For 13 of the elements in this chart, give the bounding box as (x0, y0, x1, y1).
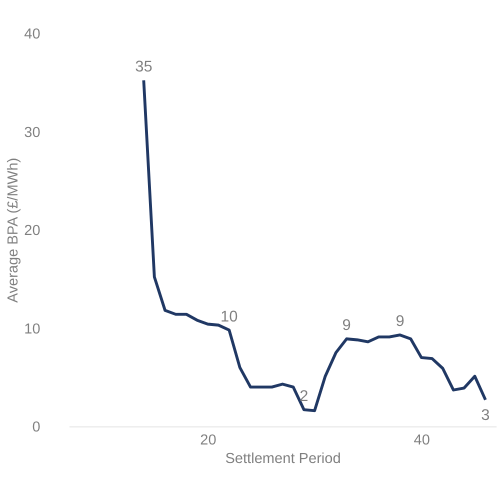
x-axis-title: Settlement Period (225, 450, 341, 467)
data-label: 3 (481, 407, 490, 424)
y-tick-label: 0 (32, 420, 40, 436)
y-tick-label: 40 (24, 26, 40, 42)
data-label: 9 (396, 313, 404, 330)
data-label: 9 (342, 317, 351, 334)
data-label: 2 (300, 388, 308, 405)
data-label: 35 (135, 58, 152, 76)
y-tick-label: 10 (24, 321, 40, 338)
data-label: 10 (220, 308, 238, 326)
y-tick-label: 30 (24, 124, 40, 141)
y-axis-title: Average BPA (£/MWh) (5, 158, 22, 303)
y-tick-label: 20 (24, 223, 40, 240)
